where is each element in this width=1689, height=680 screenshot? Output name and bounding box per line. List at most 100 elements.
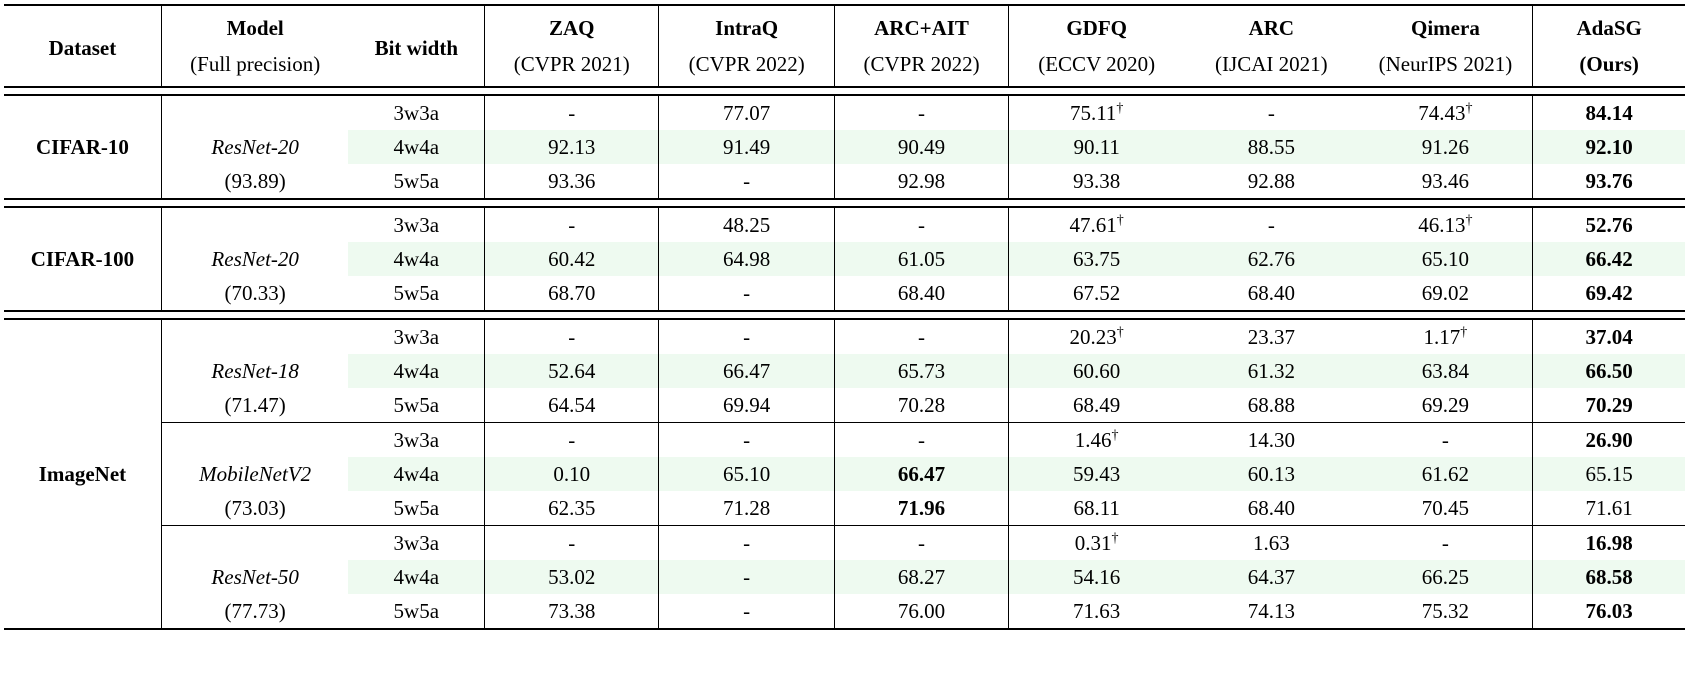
cell-arc: 1.63 — [1184, 525, 1359, 560]
cell-qimera: - — [1358, 525, 1533, 560]
cell-adasg: 92.10 — [1532, 130, 1685, 164]
cell-value: 66.25 — [1421, 564, 1470, 589]
header-arc-ait-sub: (CVPR 2022) — [833, 46, 1009, 87]
cell-value: 69.29 — [1421, 392, 1470, 417]
model-cell: MobileNetV2 — [160, 457, 349, 491]
cell-value: 68.49 — [1073, 392, 1121, 417]
cell-value: 3w3a — [393, 324, 440, 349]
cell-arcait: - — [833, 525, 1009, 560]
dataset-cell: ImageNet — [4, 319, 162, 630]
model-cell: (71.47) — [160, 388, 349, 423]
model-cell: (70.33) — [160, 276, 349, 311]
cell-value: 69.42 — [1585, 280, 1633, 305]
cell-value: - — [743, 280, 751, 305]
table-row: ResNet-50 4w4a 53.02 - 68.27 54.16 64.37 66.25 6… — [4, 560, 1685, 594]
cell-value: - — [568, 100, 576, 125]
cell-qimera: 93.46 — [1359, 164, 1533, 199]
cell-value: - — [568, 427, 576, 452]
table-row: CIFAR-10 3w3a -77.07-75.11† -74.43† 84.14 — [4, 95, 1685, 159]
cell-gdfq: 68.11 — [1008, 491, 1185, 526]
dagger-mark: † — [1116, 324, 1124, 340]
cell-value: 4w4a — [393, 134, 440, 159]
header-gdfq-sub: (ECCV 2020) — [1008, 46, 1185, 87]
cell-value: 60.42 — [548, 246, 596, 271]
cell-arcait: 70.28 — [833, 388, 1009, 423]
cell-arc: 74.13 — [1184, 594, 1359, 630]
cell-intraq: 69.94 — [658, 388, 835, 423]
cell-value: - — [918, 530, 926, 555]
cell-intraq: - — [658, 319, 835, 354]
bit-width-cell: 5w5a — [348, 388, 484, 423]
cell-zaq: 68.70 — [484, 276, 659, 311]
cell-value: 5w5a — [393, 392, 440, 417]
cell-intraq: 64.98 — [658, 242, 835, 276]
cell-arc: - — [1184, 207, 1358, 242]
cell-gdfq: 71.63 — [1008, 594, 1185, 630]
cell-value: 54.16 — [1073, 564, 1121, 589]
cell-value: - — [1441, 530, 1449, 555]
model-fp: (71.47) — [224, 392, 286, 417]
header-dataset: Dataset — [4, 4, 162, 87]
cell-value: 91.49 — [723, 134, 771, 159]
cell-value: 5w5a — [393, 598, 440, 623]
table-row: ResNet-20 4w4a 92.13 91.49 90.49 90.11 88.55 91… — [4, 130, 1685, 164]
bit-width-cell: 5w5a — [348, 276, 484, 311]
cell-value: 93.46 — [1421, 168, 1470, 193]
cell-gdfq: 93.38 — [1008, 164, 1185, 199]
cell-value: 90.11 — [1073, 134, 1120, 159]
cell-zaq: 92.13 — [484, 130, 659, 164]
cell-intraq: - — [658, 422, 835, 457]
cell-arcait: - — [833, 319, 1009, 354]
cell-value: 65.15 — [1585, 461, 1633, 486]
cell-value: 60.60 — [1073, 358, 1121, 383]
cell-value: - — [568, 530, 576, 555]
cell-arcait: 90.49 — [833, 130, 1009, 164]
cell-value: 93.76 — [1585, 168, 1633, 193]
cell-adasg: 26.90 — [1532, 422, 1685, 457]
cell-adasg: 69.42 — [1532, 276, 1685, 311]
dataset-cell: CIFAR-100 — [30, 246, 135, 271]
block-separator — [4, 310, 1685, 320]
cell-value: 5w5a — [393, 280, 440, 305]
cell-arcait: - — [833, 207, 1009, 242]
cell-arc: - — [1184, 95, 1358, 130]
cell-gdfq: 68.49 — [1008, 388, 1185, 423]
cell-value: 62.76 — [1247, 246, 1295, 271]
dagger-mark: † — [1111, 530, 1119, 546]
cell-value: 1.63 — [1252, 530, 1290, 555]
header-bit-width: Bit width — [348, 4, 485, 87]
cell-zaq: 73.38 — [484, 594, 659, 630]
model-cell: (73.03) — [160, 491, 349, 526]
table-body: CIFAR-10 3w3a -77.07-75.11† -74.43† 84.14 Res… — [4, 86, 1685, 630]
cell-zaq: - — [484, 95, 659, 130]
cell-qimera: 61.62 — [1358, 457, 1533, 491]
cell-zaq: 93.36 — [484, 164, 659, 199]
cell-value: 4w4a — [393, 358, 440, 383]
cell-value: 61.05 — [897, 246, 946, 271]
cell-value: 68.40 — [1247, 495, 1295, 520]
cell-qimera: 70.45 — [1359, 491, 1533, 526]
cell-qimera: 66.25 — [1358, 560, 1533, 594]
cell-value: 23.37 — [1247, 324, 1295, 349]
cell-value: 52.76 — [1585, 212, 1633, 237]
cell-value: - — [743, 324, 751, 349]
cell-value: 92.10 — [1585, 134, 1633, 159]
cell-arc: 88.55 — [1184, 130, 1359, 164]
cell-value: 48.25 — [723, 212, 771, 237]
cell-qimera: 63.84 — [1358, 354, 1533, 388]
cell-value: - — [918, 212, 926, 237]
cell-value: 71.28 — [723, 495, 771, 520]
cell-value: - — [918, 100, 926, 125]
bit-width-cell: 3w3a — [348, 95, 484, 130]
cell-intraq: - — [658, 560, 835, 594]
cell-qimera: - — [1358, 422, 1533, 457]
cell-gdfq: 67.52 — [1008, 276, 1185, 311]
cell-value: - — [568, 324, 576, 349]
cell-qimera: 75.32 — [1358, 594, 1533, 630]
cell-value: - — [743, 168, 751, 193]
table-row: 3w3a - - - 1.46† 14.30 - 26.90 — [4, 422, 1685, 457]
cell-intraq: 66.47 — [658, 354, 835, 388]
cell-value: 91.26 — [1421, 134, 1470, 159]
cell-value: 74.43 — [1418, 100, 1466, 125]
cell-arcait: 76.00 — [833, 594, 1009, 630]
